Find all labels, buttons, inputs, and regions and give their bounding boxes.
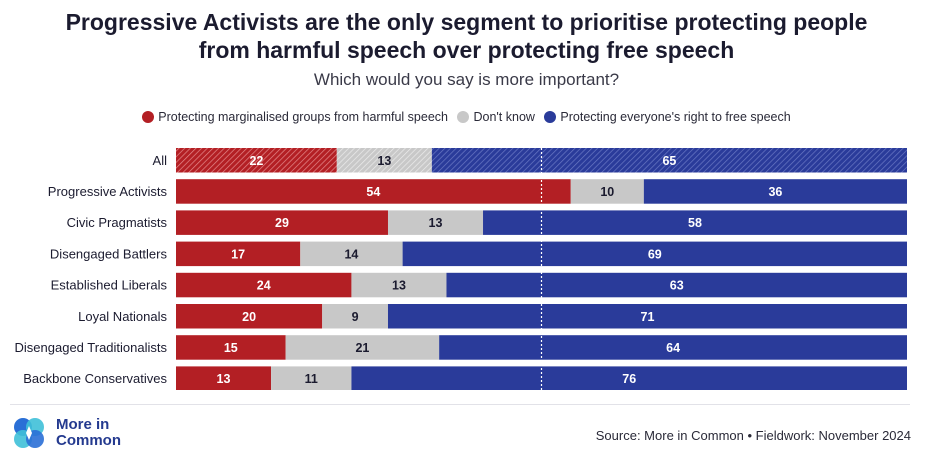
logo-text-line-2: Common [56, 432, 121, 449]
data-label-disengaged-traditionalists-don-t-know: 21 [355, 341, 369, 355]
bar-civic-pragmatists-protecting-everyone-s-right-to-free-speech [483, 210, 907, 235]
category-label-all: All [153, 153, 168, 168]
data-label-all-protecting-everyone-s-right-to-free-speech: 65 [662, 154, 676, 168]
bar-disengaged-traditionalists-don-t-know [285, 335, 440, 360]
bar-disengaged-battlers-protecting-everyone-s-right-to-free-speech [402, 241, 907, 267]
bars-layer [176, 148, 907, 390]
logo-text-line-1: More in [56, 416, 110, 433]
source-note: Source: More in Common • Fieldwork: Nove… [595, 428, 911, 443]
data-label-loyal-nationals-protecting-marginalised-groups-from-harmful-speech: 20 [242, 310, 256, 324]
category-label-loyal-nationals: Loyal Nationals [78, 309, 167, 324]
category-label-disengaged-traditionalists: Disengaged Traditionalists [15, 340, 168, 355]
legend-item-dont-know: Don't know [457, 110, 535, 124]
data-label-loyal-nationals-protecting-everyone-s-right-to-free-speech: 71 [641, 310, 655, 324]
bar-progressive-activists-protecting-marginalised-groups-from-harmful-speech [176, 179, 571, 204]
category-label-established-liberals: Established Liberals [51, 278, 168, 293]
legend-swatch-free-speech [544, 111, 557, 123]
category-label-progressive-activists: Progressive Activists [48, 184, 168, 199]
bar-loyal-nationals-protecting-everyone-s-right-to-free-speech [387, 304, 907, 329]
bar-civic-pragmatists-protecting-marginalised-groups-from-harmful-speech [176, 210, 388, 235]
legend-item-free-speech: Protecting everyone's right to free spee… [544, 110, 791, 124]
data-label-all-don-t-know: 13 [377, 154, 391, 168]
bar-established-liberals-protecting-marginalised-groups-from-harmful-speech [176, 272, 352, 298]
legend-label-harmful-speech: Protecting marginalised groups from harm… [158, 110, 448, 124]
bar-all-protecting-marginalised-groups-from-harmful-speech [176, 148, 337, 173]
chart-subtitle: Which would you say is more important? [313, 70, 620, 89]
bar-established-liberals-don-t-know [351, 272, 447, 298]
stacked-bar-chart: All 22 13 65 Progressive Activists 54 10 36 Civi… [15, 148, 907, 390]
data-label-civic-pragmatists-protecting-everyone-s-right-to-free-speech: 58 [688, 216, 702, 230]
data-label-progressive-activists-protecting-everyone-s-right-to-free-speech: 36 [768, 185, 782, 199]
category-label-disengaged-battlers: Disengaged Battlers [50, 246, 168, 261]
chart-title-line-1: Progressive Activists are the only segme… [65, 9, 868, 35]
data-label-disengaged-traditionalists-protecting-marginalised-groups-from-harmful-speech: 15 [224, 341, 238, 355]
bar-civic-pragmatists-don-t-know [387, 210, 484, 235]
data-label-backbone-conservatives-protecting-marginalised-groups-from-harmful-speech: 13 [217, 372, 231, 386]
data-label-civic-pragmatists-don-t-know: 13 [429, 216, 443, 230]
legend: Protecting marginalised groups from harm… [0, 110, 933, 124]
bar-disengaged-traditionalists-protecting-everyone-s-right-to-free-speech [439, 335, 907, 360]
bar-all-protecting-everyone-s-right-to-free-speech [431, 148, 907, 173]
data-label-established-liberals-protecting-marginalised-groups-from-harmful-speech: 24 [257, 279, 271, 293]
data-label-disengaged-battlers-don-t-know: 14 [344, 247, 358, 261]
bar-loyal-nationals-protecting-marginalised-groups-from-harmful-speech [176, 304, 323, 329]
bar-disengaged-traditionalists-protecting-marginalised-groups-from-harmful-speech [176, 335, 286, 360]
data-label-disengaged-battlers-protecting-marginalised-groups-from-harmful-speech: 17 [231, 247, 245, 261]
legend-label-dont-know: Don't know [473, 110, 535, 124]
legend-label-free-speech: Protecting everyone's right to free spee… [560, 110, 791, 124]
bar-all-don-t-know [336, 148, 432, 173]
bar-progressive-activists-protecting-everyone-s-right-to-free-speech [643, 179, 907, 204]
logo-wordmark: More in Common [56, 417, 121, 449]
legend-swatch-dont-know [457, 111, 470, 123]
legend-swatch-harmful-speech [142, 111, 155, 123]
labels-layer: All 22 13 65 Progressive Activists 54 10 36 Civi… [15, 153, 783, 386]
data-label-established-liberals-don-t-know: 13 [392, 279, 406, 293]
data-label-progressive-activists-don-t-know: 10 [600, 185, 614, 199]
bar-backbone-conservatives-protecting-everyone-s-right-to-free-speech [351, 366, 907, 390]
category-label-civic-pragmatists: Civic Pragmatists [67, 215, 168, 230]
footer-divider [10, 404, 910, 405]
bar-backbone-conservatives-protecting-marginalised-groups-from-harmful-speech [176, 366, 272, 390]
data-label-backbone-conservatives-don-t-know: 11 [305, 372, 318, 386]
data-label-civic-pragmatists-protecting-marginalised-groups-from-harmful-speech: 29 [275, 216, 289, 230]
data-label-all-protecting-marginalised-groups-from-harmful-speech: 22 [249, 154, 263, 168]
data-label-disengaged-traditionalists-protecting-everyone-s-right-to-free-speech: 64 [666, 341, 680, 355]
legend-item-harmful-speech: Protecting marginalised groups from harm… [142, 110, 448, 124]
more-in-common-logo-icon [14, 418, 44, 448]
category-label-backbone-conservatives: Backbone Conservatives [23, 371, 167, 386]
bar-disengaged-battlers-don-t-know [300, 241, 403, 267]
data-label-progressive-activists-protecting-marginalised-groups-from-harmful-speech: 54 [366, 185, 380, 199]
bar-progressive-activists-don-t-know [570, 179, 644, 204]
bar-backbone-conservatives-don-t-know [271, 366, 352, 390]
bar-established-liberals-protecting-everyone-s-right-to-free-speech [446, 272, 907, 298]
data-label-backbone-conservatives-protecting-everyone-s-right-to-free-speech: 76 [622, 372, 636, 386]
chart-title-line-2: from harmful speech over protecting free… [198, 37, 735, 63]
data-label-loyal-nationals-don-t-know: 9 [352, 310, 359, 324]
bar-disengaged-battlers-protecting-marginalised-groups-from-harmful-speech [176, 241, 301, 267]
data-label-disengaged-battlers-protecting-everyone-s-right-to-free-speech: 69 [648, 247, 662, 261]
bar-loyal-nationals-don-t-know [322, 304, 388, 329]
data-label-established-liberals-protecting-everyone-s-right-to-free-speech: 63 [670, 279, 684, 293]
